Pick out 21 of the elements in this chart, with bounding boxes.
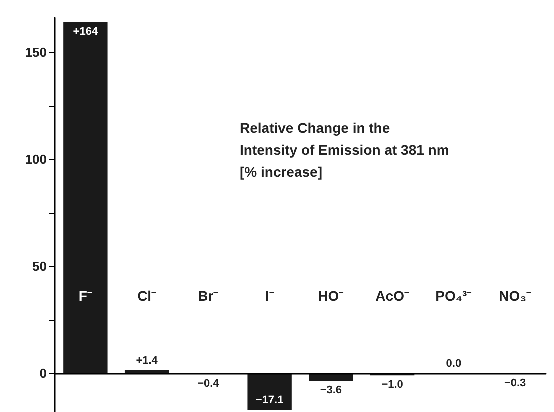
data-label: −1.0: [382, 379, 404, 392]
y-tick-label: 100: [25, 152, 47, 167]
x-tick-label: PO₄³⁻: [436, 288, 472, 304]
data-label: +1.4: [136, 354, 159, 367]
text: Relative Change in the Intensity of Emission at 381 nm [% increase]: [240, 120, 450, 180]
data-label: −0.3: [504, 378, 526, 390]
y-tick-label: 150: [25, 44, 47, 60]
data-label: −17.1: [256, 394, 284, 407]
y-tick-label: 50: [32, 258, 47, 274]
x-tick-label: I⁻: [265, 288, 274, 304]
y-tick-label: 0: [40, 366, 47, 381]
data-label: −3.6: [320, 384, 342, 397]
x-tick-label: F⁻: [78, 288, 92, 304]
x-tick-label: Br⁻: [198, 288, 219, 304]
x-tick-label: AcO⁻: [376, 288, 410, 304]
data-label: −0.4: [198, 378, 220, 390]
data-label: 0.0: [446, 358, 462, 370]
x-tick-label: HO⁻: [318, 288, 344, 304]
x-tick-label: Cl⁻: [138, 288, 157, 304]
data-label: +164: [73, 26, 99, 38]
x-tick-label: NO₃⁻: [499, 288, 532, 304]
